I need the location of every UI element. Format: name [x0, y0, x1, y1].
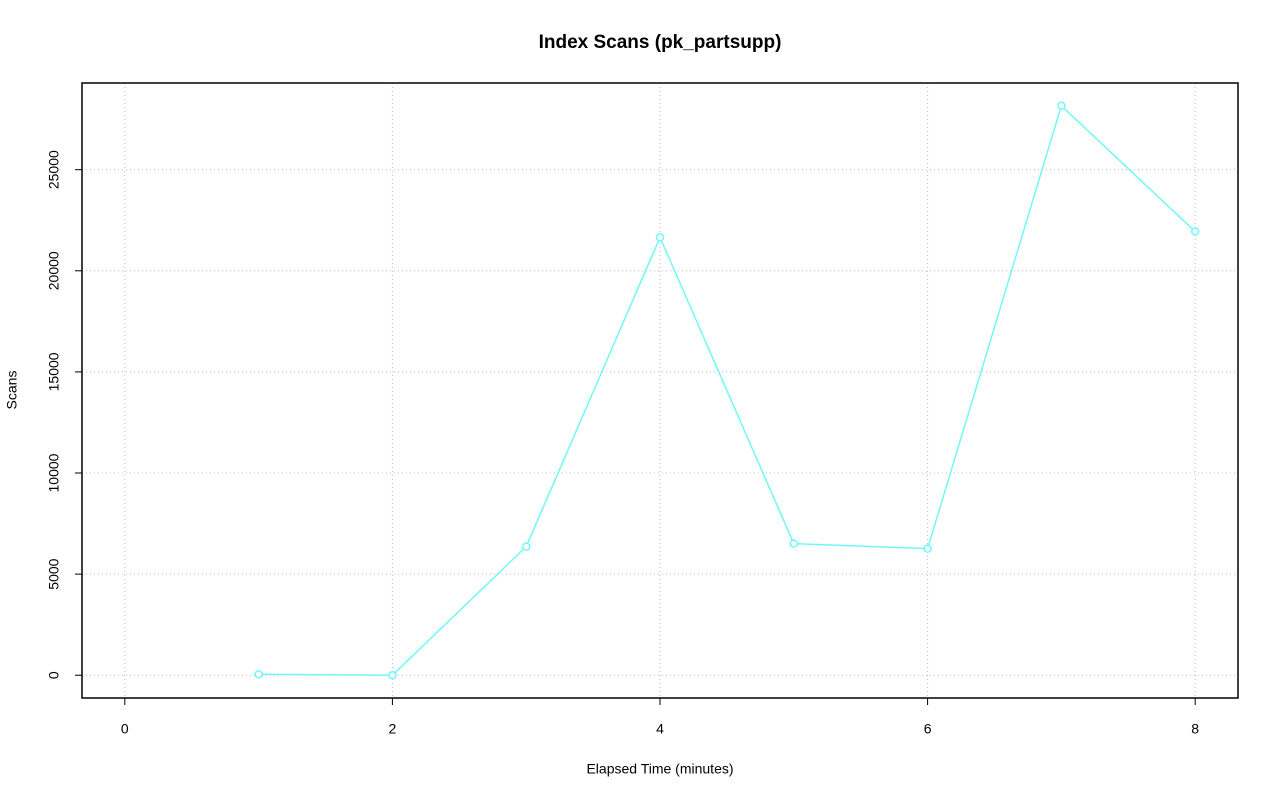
- x-tick-label: 4: [656, 721, 664, 737]
- x-tick-label: 2: [389, 721, 397, 737]
- chart-title: Index Scans (pk_partsupp): [539, 32, 782, 53]
- y-tick-label: 0: [46, 671, 62, 679]
- y-tick-label: 25000: [46, 150, 62, 189]
- x-tick-label: 0: [121, 721, 129, 737]
- data-point: [923, 544, 932, 553]
- data-point: [254, 669, 263, 679]
- data-point: [521, 542, 531, 551]
- plot-frame: [81, 82, 1239, 699]
- y-tick-label: 10000: [46, 453, 62, 492]
- x-tick-label: 8: [1191, 721, 1199, 737]
- x-axis-label: Elapsed Time (minutes): [586, 761, 733, 777]
- data-point: [1190, 227, 1200, 236]
- y-tick-label: 15000: [46, 352, 62, 391]
- data-point: [388, 670, 397, 680]
- y-tick-label: 20000: [46, 251, 62, 290]
- x-tick-label: 6: [924, 721, 932, 737]
- data-point: [655, 233, 665, 242]
- y-tick-label: 5000: [46, 558, 62, 589]
- y-axis-label: Scans: [4, 371, 20, 410]
- data-point: [1057, 101, 1066, 111]
- series-line: [258, 104, 1196, 676]
- data-point: [789, 539, 799, 548]
